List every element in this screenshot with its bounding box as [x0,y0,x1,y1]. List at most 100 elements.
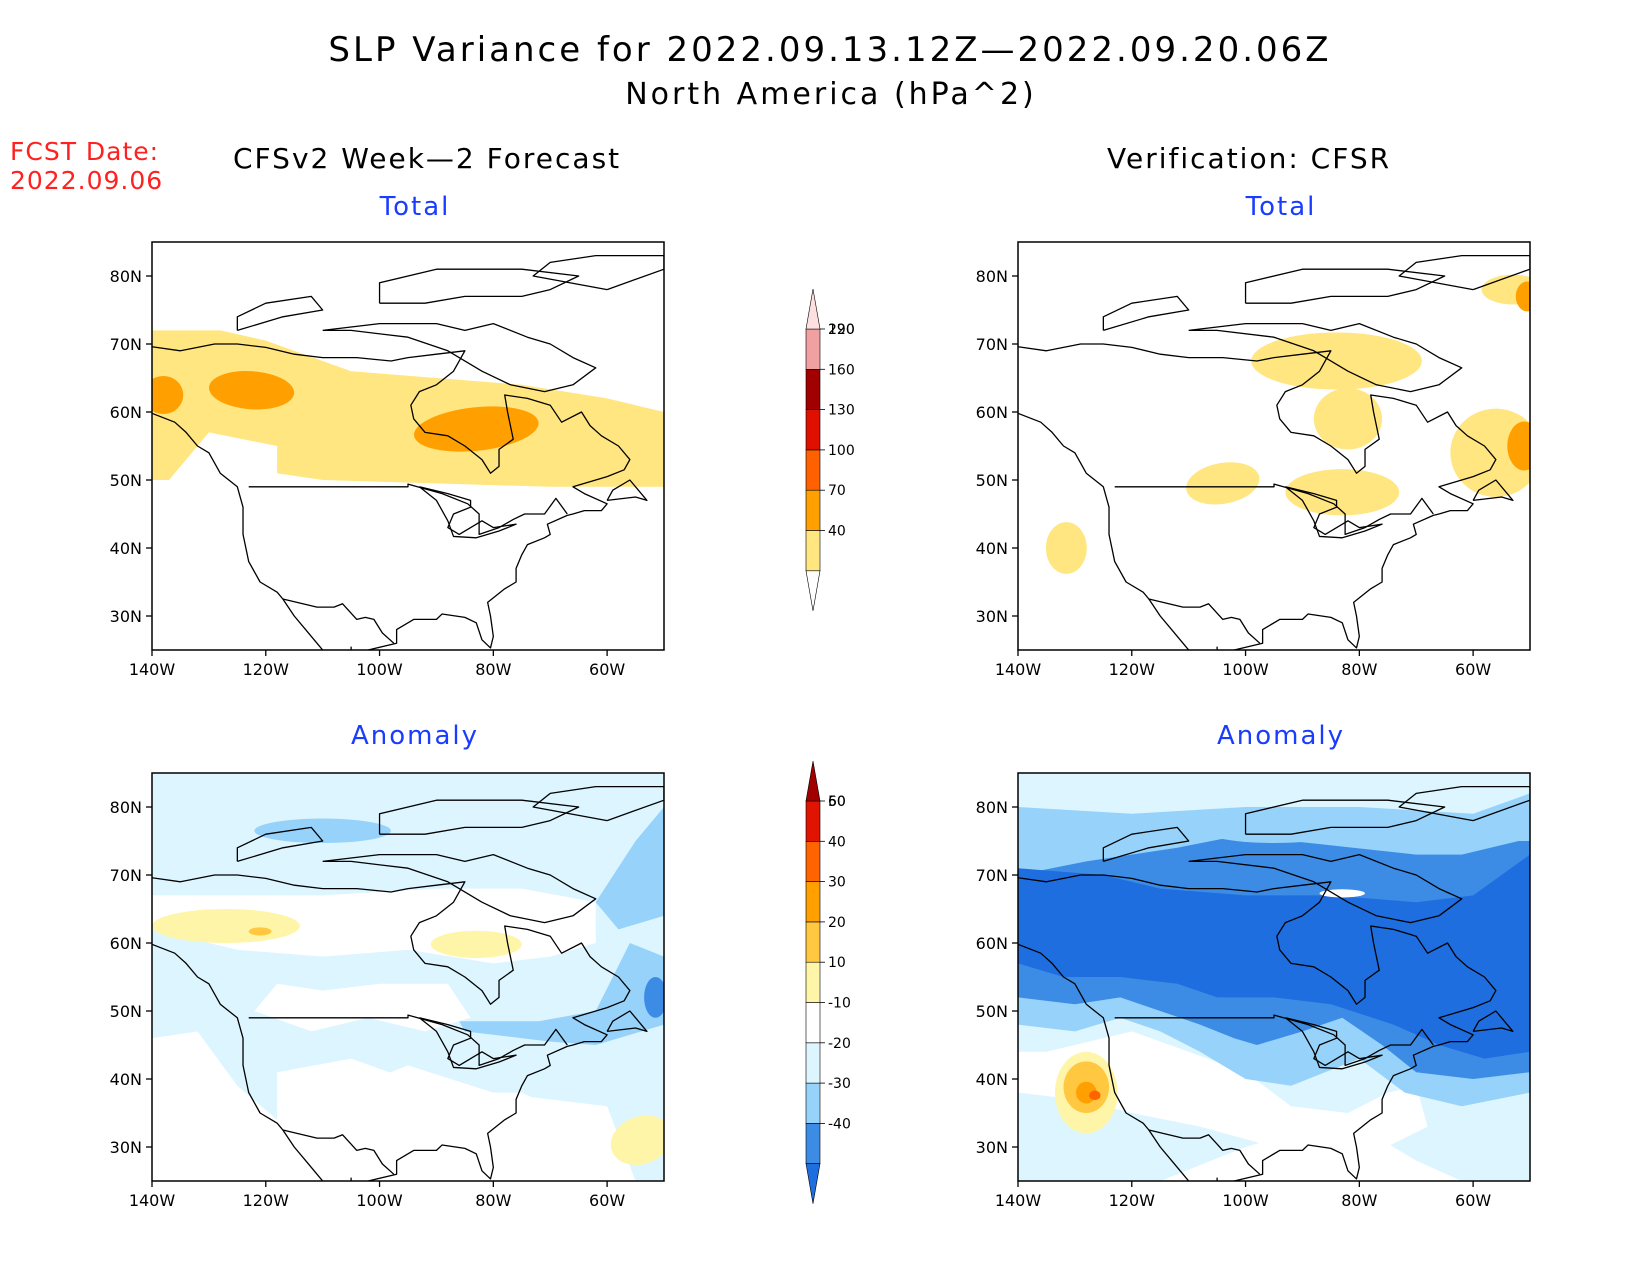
colorbar-segment [805,921,821,963]
map-frame [1017,772,1531,1182]
coastline-island [418,1017,517,1070]
border-us-mexico [1148,598,1261,644]
colorbar-segment [805,961,821,1003]
colorbar-extend-top [805,760,821,802]
lat-tick-label: 70N [976,866,1008,885]
lat-tick-label: 30N [110,607,142,626]
coastline-west [152,943,352,1181]
contour-region [254,983,471,1032]
colorbar-segment [805,489,821,531]
lat-tick-label: 30N [110,1138,142,1157]
coastline-island [236,295,324,332]
lon-tick-label: 140W [995,660,1042,679]
panel-fcst-anomaly: 30N 40N 50N 60N 70N 80N 140W 120W 100W 80W 60W [110,772,665,1210]
lon-tick-label: 120W [1109,1191,1156,1210]
colorbar-anomaly: -40 -30 -20 -10 10 20 30 40 50 [805,760,851,1204]
coastline-island [378,268,580,304]
lon-tick-label: 80W [475,660,511,679]
lon-tick-label: 60W [1455,660,1491,679]
colorbar-tick-label: 40 [828,834,846,850]
border-us-mexico [282,1129,395,1175]
colorbar-segment [805,530,821,572]
lon-tick-label: 100W [1222,1191,1269,1210]
contour-region [277,1058,608,1181]
border-us-mexico [282,598,395,644]
contour-region [1515,281,1530,312]
panel-title-verif-anomaly: Anomaly [1216,721,1346,751]
coastline-island [1244,268,1446,304]
lat-tick-label: 60N [110,934,142,953]
coastline-west [152,412,352,650]
colorbar-tick-label: -10 [828,996,851,1012]
coastline-island [322,853,597,924]
colorbar-extend-bottom [805,570,821,611]
lat-tick-label: 40N [976,1070,1008,1089]
contour-region [430,930,522,958]
contour-region [1018,1031,1428,1161]
contour-region [1018,854,1530,1059]
coastline-island [1188,322,1463,393]
contour-region [595,807,664,930]
colorbar-tick-label: 10 [828,955,846,971]
contour-region [1481,274,1530,305]
coastline-island [606,1010,648,1033]
colorbar-extend-bottom [805,1163,821,1204]
coastline-island [1244,799,1446,835]
coastline-island [1102,826,1190,863]
colorbar-tick-label: 60 [828,794,846,810]
colorbar-tick-label: 30 [828,875,846,891]
lon-tick-label: 140W [129,660,176,679]
lat-tick-label: 50N [976,471,1008,490]
contour-region [152,330,664,487]
coastline-island [418,486,517,539]
border-us-mexico [1148,1129,1261,1175]
lat-tick-label: 80N [110,798,142,817]
contour-region [1045,522,1087,574]
coastline-island [1284,486,1383,539]
colorbar-extend-top [805,288,821,330]
coastline-east [1018,343,1497,650]
contour-region [1507,421,1530,471]
coastline-island [1398,785,1530,822]
lon-tick-label: 140W [995,1191,1042,1210]
colorbar-segment [805,800,821,842]
colorbar-segment [805,881,821,923]
lat-tick-label: 50N [110,1002,142,1021]
lat-tick-label: 30N [976,1138,1008,1157]
panel-title-verif-total: Total [1245,192,1317,222]
contour-region [644,977,664,1018]
coastline-west [1018,943,1218,1181]
coastline-island [322,322,597,393]
coastline-island [532,785,664,822]
border-us-canada [248,483,568,536]
fcst-date-value: 2022.09.06 [10,166,164,195]
contour-region [413,406,539,452]
coastline-east [152,343,631,650]
contour-region [1089,1090,1101,1101]
coastline-island [606,479,648,502]
contour-region [248,927,272,936]
panel-verif-total: 30N 40N 50N 60N 70N 80N 140W 120W 100W 80W 60W [976,241,1531,679]
coastline-east [152,874,631,1181]
coastline-island [1284,1017,1383,1070]
colorbar-segment [805,1082,821,1124]
contour-region [254,818,391,844]
coastline-island [378,799,580,835]
panel-title-fcst-anomaly: Anomaly [350,721,480,751]
coastline-island [1398,254,1530,291]
colorbar-tick-label: 100 [828,443,855,459]
contour-region [152,909,300,943]
verification-column-heading: Verification: CFSR [1107,142,1392,175]
lat-tick-label: 80N [110,267,142,286]
colorbar-tick-label: 160 [828,362,855,378]
coastline-island [236,826,324,863]
border-us-canada [1114,1014,1434,1067]
forecast-column-heading: CFSv2 Week—2 Forecast [233,142,622,175]
lon-tick-label: 120W [243,1191,290,1210]
colorbar-tick-label: 40 [828,524,846,540]
lat-tick-label: 80N [976,267,1008,286]
lat-tick-label: 50N [110,471,142,490]
coastline-island [532,254,664,291]
map-frame [151,241,665,651]
